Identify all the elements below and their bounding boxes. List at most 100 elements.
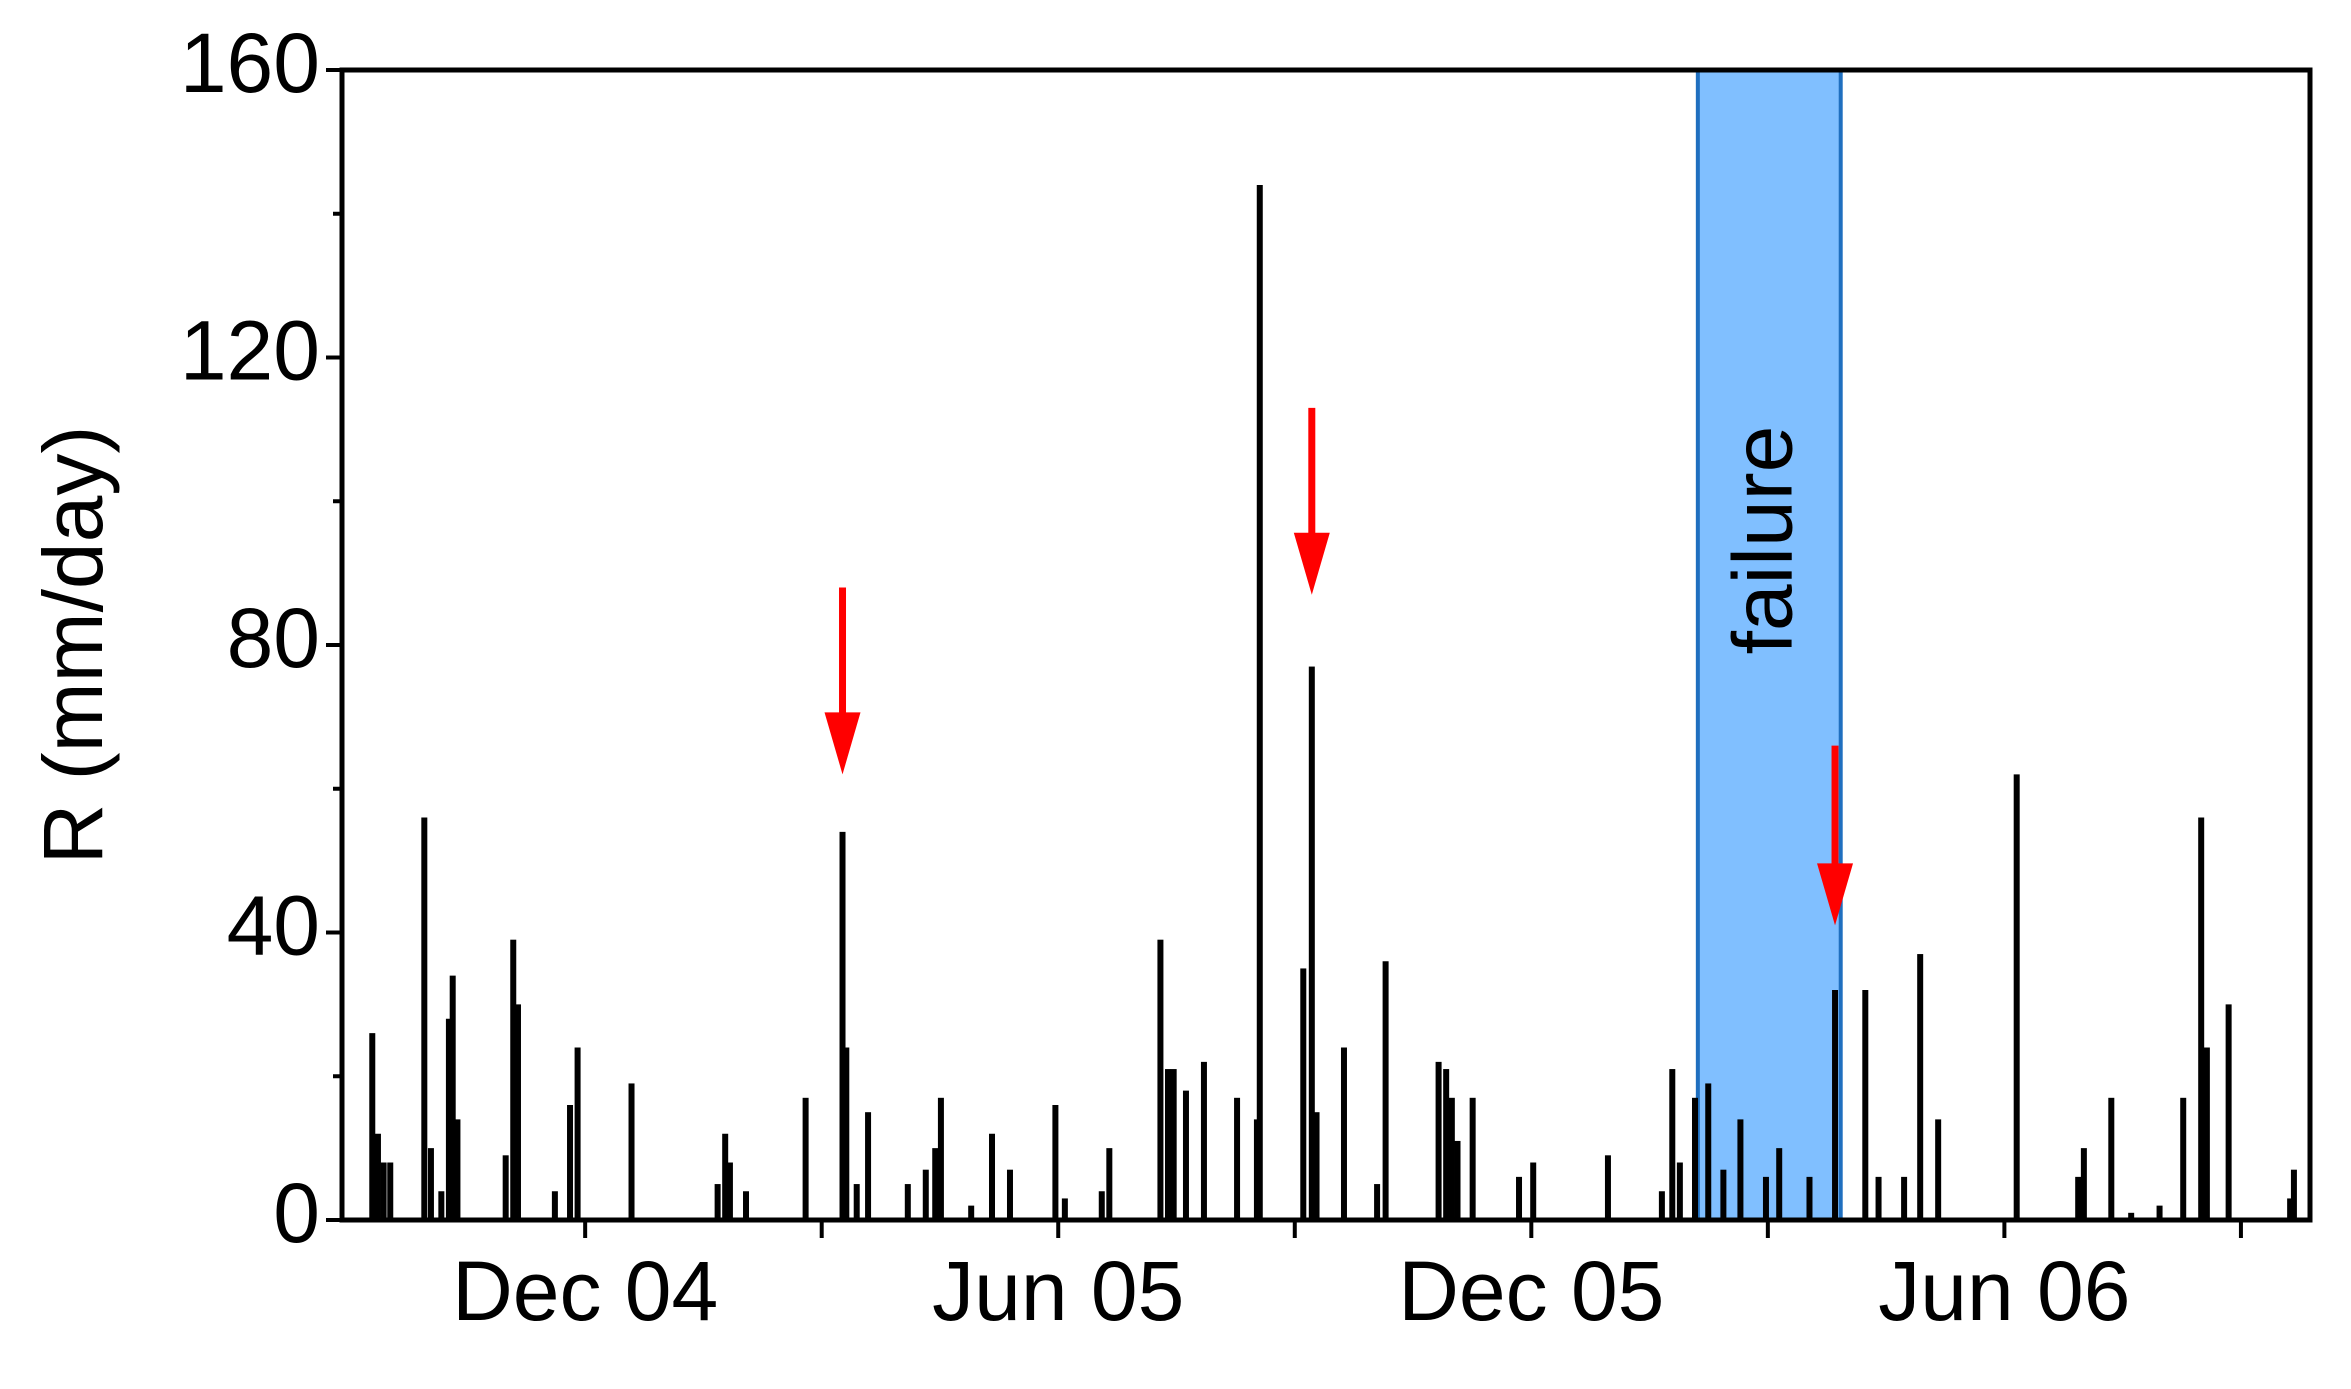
bar (1006, 1169, 1013, 1220)
bar (1234, 1097, 1241, 1220)
bar (427, 1148, 434, 1220)
bar (438, 1191, 445, 1220)
bar (502, 1155, 509, 1220)
bar (1935, 1119, 1942, 1220)
y-tick-label: 80 (227, 591, 320, 685)
bar (1917, 954, 1924, 1220)
bar (853, 1184, 860, 1220)
bar (2075, 1176, 2082, 1220)
bar (1164, 1069, 1171, 1220)
bar (922, 1169, 929, 1220)
bar (1875, 1176, 1882, 1220)
bar (714, 1184, 721, 1220)
bar (839, 831, 846, 1220)
bar (2156, 1205, 2163, 1220)
bar (1604, 1155, 1611, 1220)
bar (2013, 774, 2020, 1220)
bar (1762, 1176, 1769, 1220)
bar (2080, 1148, 2087, 1220)
bar (1776, 1148, 1783, 1220)
bar (989, 1133, 996, 1220)
bar (932, 1148, 939, 1220)
bar (449, 975, 456, 1220)
bar (1737, 1119, 1744, 1220)
bar (1530, 1162, 1537, 1220)
arrow-head (824, 712, 861, 775)
bar (1200, 1061, 1207, 1220)
bar (1182, 1090, 1189, 1220)
bar (551, 1191, 558, 1220)
bar (722, 1133, 729, 1220)
bar (574, 1047, 581, 1220)
bar (2287, 1198, 2294, 1220)
bar (1340, 1047, 1347, 1220)
bar (567, 1105, 574, 1220)
bar (1098, 1191, 1105, 1220)
bar (1157, 939, 1164, 1220)
bar (2128, 1212, 2135, 1220)
bar (2198, 817, 2205, 1220)
bar (726, 1162, 733, 1220)
bar (1832, 990, 1839, 1220)
y-tick-label: 0 (273, 1166, 320, 1260)
bar (1313, 1112, 1320, 1220)
bar (1469, 1097, 1476, 1220)
arrow-head (1293, 532, 1330, 595)
bar (1720, 1169, 1727, 1220)
bar (1052, 1105, 1059, 1220)
y-axis-label: R (mm/day) (26, 426, 120, 865)
bar (1300, 968, 1307, 1220)
bar (1705, 1083, 1712, 1220)
bar (421, 817, 428, 1220)
bar (2108, 1097, 2115, 1220)
bar (1862, 990, 1869, 1220)
bar (743, 1191, 750, 1220)
bar (1374, 1184, 1381, 1220)
bar (1516, 1176, 1523, 1220)
bar (1382, 961, 1389, 1220)
bar (1308, 666, 1315, 1220)
bar (2225, 1004, 2232, 1220)
bar (1676, 1162, 1683, 1220)
bar (1061, 1198, 1068, 1220)
bar (1806, 1176, 1813, 1220)
x-tick-label: Dec 05 (1398, 1244, 1664, 1338)
bar (514, 1004, 521, 1220)
bar (1658, 1191, 1665, 1220)
bar (865, 1112, 872, 1220)
bar (2180, 1097, 2187, 1220)
x-tick-label: Jun 05 (932, 1244, 1184, 1338)
failure-region (1697, 70, 1841, 1220)
y-tick-label: 160 (180, 16, 320, 110)
x-tick-label: Jun 06 (1878, 1244, 2130, 1338)
bar (968, 1205, 975, 1220)
bar (628, 1083, 635, 1220)
bar (1692, 1097, 1698, 1220)
y-tick-label: 120 (180, 304, 320, 398)
bar (2203, 1047, 2210, 1220)
bar (445, 1018, 452, 1220)
bar (1454, 1140, 1461, 1220)
bar (1901, 1176, 1908, 1220)
bar (387, 1162, 394, 1220)
bar (2290, 1169, 2297, 1220)
bar (904, 1184, 911, 1220)
bar (1448, 1097, 1455, 1220)
bar (1256, 185, 1263, 1220)
bar (1669, 1069, 1676, 1220)
bar (510, 939, 517, 1220)
bar (1435, 1061, 1442, 1220)
y-tick-label: 40 (227, 879, 320, 973)
arrow-head (1817, 863, 1854, 926)
x-tick-label: Dec 04 (452, 1244, 718, 1338)
bar (937, 1097, 944, 1220)
bar (1170, 1069, 1177, 1220)
bar (454, 1119, 461, 1220)
failure-label: failure (1715, 426, 1809, 655)
bar (843, 1047, 850, 1220)
bar (1106, 1148, 1113, 1220)
bar (802, 1097, 809, 1220)
bar (1443, 1069, 1450, 1220)
